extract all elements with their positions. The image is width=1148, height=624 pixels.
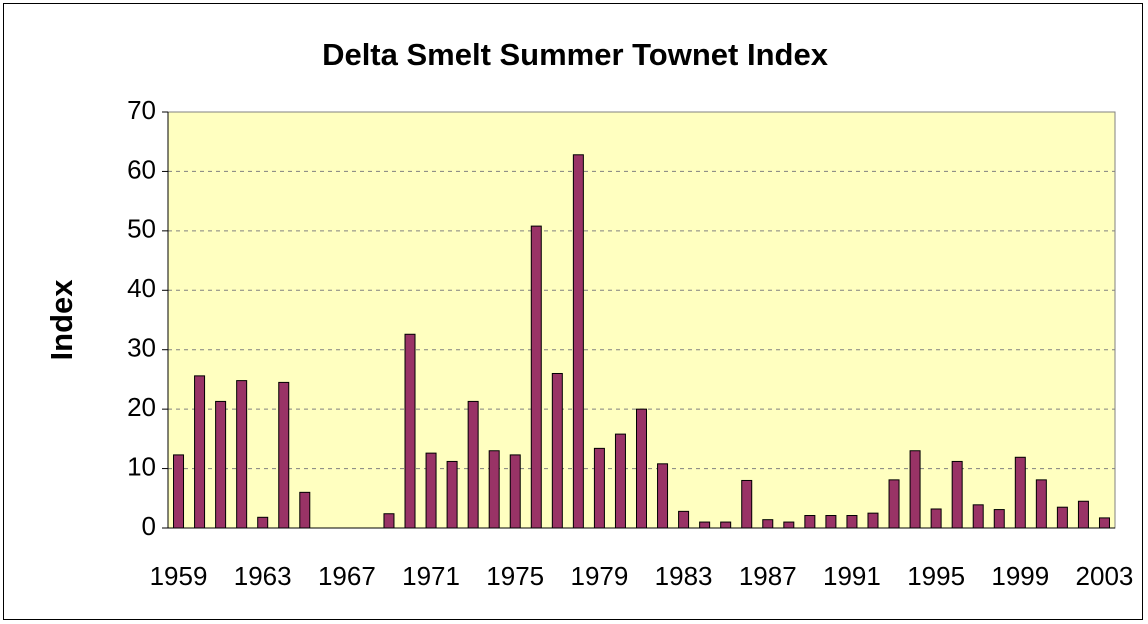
bar [278,381,290,529]
bar [446,460,458,529]
x-tick-label: 1971 [402,561,460,591]
bar [888,479,900,529]
bar [425,452,437,529]
bar [257,516,269,529]
y-tick-label: 70 [127,95,156,125]
x-tick-label: 1959 [150,561,208,591]
bar [488,450,500,529]
bar [299,491,311,529]
bar [804,515,816,529]
bar [783,521,795,529]
y-tick-label: 30 [127,333,156,363]
bar [404,333,416,529]
bar [383,513,395,529]
bar [551,372,563,529]
y-tick-label: 40 [127,273,156,303]
y-tick-label: 0 [142,511,156,541]
bar [173,454,185,529]
bar [699,521,711,529]
bar [993,509,1005,529]
bar [846,515,858,529]
x-tick-label: 1963 [234,561,292,591]
bar [614,433,626,529]
bar [509,454,521,529]
bar [1014,456,1026,529]
bar [741,479,753,529]
y-tick-label: 60 [127,154,156,184]
bar [1098,517,1110,529]
y-tick-label: 20 [127,392,156,422]
bar [972,504,984,529]
bar [825,515,837,529]
bar [930,508,942,529]
bar [530,225,542,529]
bar [1035,479,1047,529]
bar [593,447,605,529]
x-tick-label: 1995 [907,561,965,591]
chart-title: Delta Smelt Summer Townet Index [322,37,829,72]
x-tick-label: 2003 [1076,561,1134,591]
x-tick-label: 1983 [655,561,713,591]
bar [236,380,248,529]
x-tick-label: 1979 [570,561,628,591]
x-tick-label: 1975 [486,561,544,591]
bar [867,512,879,529]
bar [1077,500,1089,529]
y-tick-label: 50 [127,214,156,244]
y-tick-label: 10 [127,451,156,481]
bar [720,521,732,529]
bar [1056,506,1068,529]
x-tick-label: 1967 [318,561,376,591]
bar [762,519,774,529]
bar [909,450,921,529]
x-tick-label: 1999 [991,561,1049,591]
bar [951,460,963,529]
y-axis-label: Index [44,279,79,361]
bar [678,510,690,529]
bar [572,154,584,529]
bar [215,400,227,529]
bar [194,375,206,529]
x-tick-label: 1987 [739,561,797,591]
bar [636,408,647,529]
bar [467,400,479,529]
x-tick-label: 1991 [823,561,881,591]
bar [657,463,669,529]
